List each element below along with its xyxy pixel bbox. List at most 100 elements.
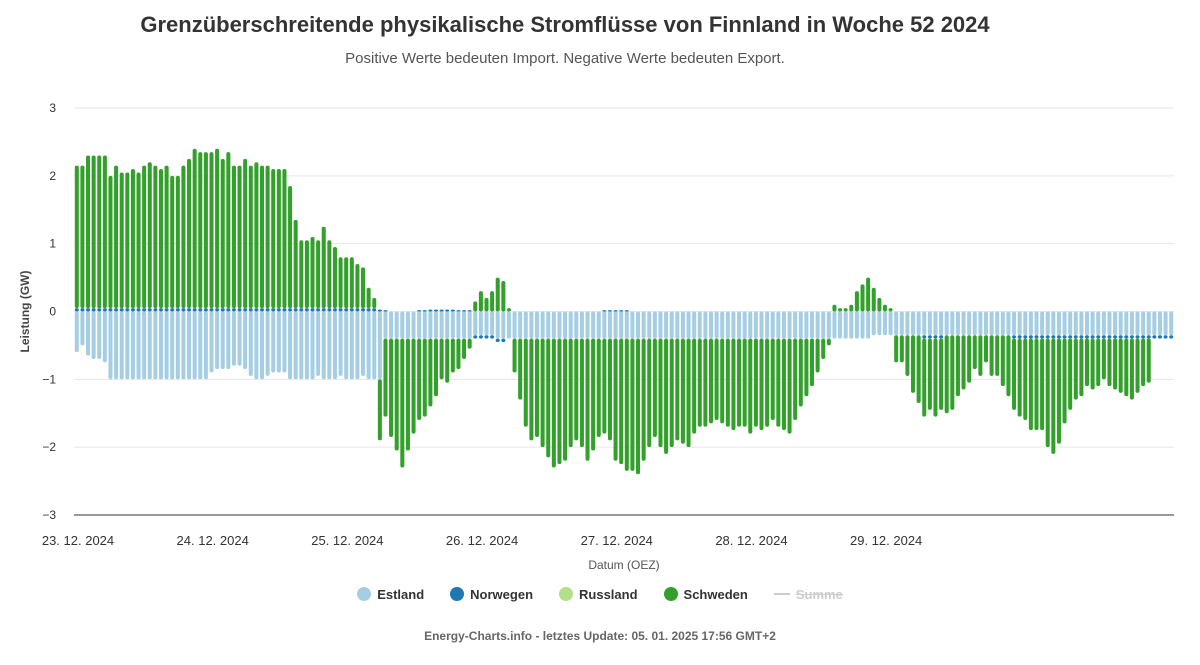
bar-norwegen bbox=[1023, 335, 1028, 339]
bar-estland bbox=[1152, 311, 1157, 336]
bar-estland bbox=[1135, 311, 1140, 336]
bar-estland bbox=[972, 311, 977, 336]
legend-item-estland[interactable]: Estland bbox=[357, 584, 424, 604]
bar-estland bbox=[557, 311, 562, 339]
bar-schweden bbox=[271, 169, 276, 309]
bar-norwegen bbox=[237, 308, 242, 312]
bar-schweden bbox=[765, 338, 770, 427]
bar-estland bbox=[220, 311, 225, 370]
bar-estland bbox=[293, 311, 298, 380]
bar-estland bbox=[939, 311, 944, 336]
bar-schweden bbox=[877, 297, 882, 312]
bar-estland bbox=[1141, 311, 1146, 336]
bar-estland bbox=[422, 311, 427, 339]
bar-estland bbox=[203, 311, 208, 380]
bar-schweden bbox=[1129, 338, 1134, 400]
bar-norwegen bbox=[1017, 335, 1022, 339]
bar-norwegen bbox=[1084, 335, 1090, 339]
bar-estland bbox=[428, 311, 433, 339]
bar-norwegen bbox=[1028, 335, 1033, 339]
bar-schweden bbox=[652, 338, 657, 437]
bar-estland bbox=[237, 311, 242, 366]
bar-estland bbox=[781, 311, 786, 339]
bar-estland bbox=[400, 311, 405, 339]
bar-schweden bbox=[86, 155, 91, 309]
bar-norwegen bbox=[383, 310, 388, 312]
bar-norwegen bbox=[153, 308, 158, 312]
bar-schweden bbox=[708, 338, 714, 424]
bar-schweden bbox=[1146, 338, 1151, 383]
bar-norwegen bbox=[1113, 335, 1118, 339]
legend-item-norwegen[interactable]: Norwegen bbox=[450, 584, 533, 604]
bar-schweden bbox=[1028, 338, 1033, 431]
bar-norwegen bbox=[158, 308, 164, 312]
bar-estland bbox=[770, 311, 775, 339]
legend-label-norwegen: Norwegen bbox=[470, 586, 534, 602]
bar-schweden bbox=[1141, 338, 1146, 387]
bar-schweden bbox=[456, 338, 461, 370]
bar-schweden bbox=[158, 169, 164, 309]
bar-schweden bbox=[338, 257, 343, 309]
bar-estland bbox=[153, 311, 158, 380]
bar-norwegen bbox=[1056, 335, 1061, 339]
bar-estland bbox=[950, 311, 955, 336]
bar-schweden bbox=[102, 155, 107, 309]
bar-estland bbox=[815, 311, 820, 339]
bar-estland bbox=[310, 311, 315, 380]
y-tick-label: 2 bbox=[49, 169, 56, 183]
bar-norwegen bbox=[922, 335, 927, 339]
chart-plot: 3 2 1 0 −1 −2 −3 Leistung (GW) 23. 12. 2024 24. 1… bbox=[18, 101, 1174, 572]
bar-schweden bbox=[793, 338, 798, 421]
bar-estland bbox=[1045, 311, 1050, 336]
bar-schweden bbox=[742, 338, 747, 427]
bar-schweden bbox=[439, 338, 444, 380]
bar-schweden bbox=[327, 240, 332, 309]
bar-estland bbox=[624, 311, 629, 339]
bar-schweden bbox=[203, 152, 208, 309]
legend-item-russland[interactable]: Russland bbox=[559, 584, 638, 604]
bar-estland bbox=[366, 311, 371, 380]
bar-estland bbox=[922, 311, 927, 336]
bar-norwegen bbox=[304, 308, 309, 312]
bar-schweden bbox=[243, 158, 248, 309]
bar-estland bbox=[119, 311, 124, 380]
bar-schweden bbox=[361, 267, 366, 309]
legend-item-summe[interactable]: Summe bbox=[773, 584, 843, 604]
bar-estland bbox=[983, 311, 989, 336]
bar-schweden bbox=[512, 338, 517, 373]
bar-schweden bbox=[153, 165, 158, 309]
bar-estland bbox=[97, 311, 102, 359]
legend-item-schweden[interactable]: Schweden bbox=[663, 584, 748, 604]
bar-norwegen bbox=[170, 308, 175, 312]
bar-schweden bbox=[1023, 338, 1028, 421]
bar-norwegen bbox=[276, 308, 281, 312]
bar-estland bbox=[1096, 311, 1101, 336]
bar-norwegen bbox=[192, 308, 197, 312]
bar-estland bbox=[411, 311, 416, 339]
bar-estland bbox=[579, 311, 584, 339]
bar-estland bbox=[720, 311, 725, 339]
bar-schweden bbox=[630, 338, 635, 471]
bar-estland bbox=[574, 311, 579, 339]
bar-schweden bbox=[596, 338, 601, 437]
bar-estland bbox=[1129, 311, 1134, 336]
bar-schweden bbox=[445, 338, 450, 383]
bar-estland bbox=[209, 311, 214, 373]
bar-estland bbox=[759, 311, 764, 339]
bar-norwegen bbox=[1062, 335, 1067, 339]
bar-schweden bbox=[731, 338, 736, 431]
bar-schweden bbox=[288, 186, 293, 309]
bar-estland bbox=[1000, 311, 1005, 336]
bar-estland bbox=[585, 311, 590, 339]
bar-estland bbox=[192, 311, 197, 380]
bar-schweden bbox=[417, 338, 422, 421]
bar-estland bbox=[433, 311, 439, 339]
bar-estland bbox=[506, 311, 511, 339]
bar-estland bbox=[490, 311, 495, 336]
bar-norwegen bbox=[316, 308, 321, 312]
bar-estland bbox=[534, 311, 540, 339]
bar-estland bbox=[473, 311, 478, 336]
bar-estland bbox=[647, 311, 652, 339]
bar-schweden bbox=[97, 155, 102, 309]
bar-schweden bbox=[276, 169, 281, 309]
